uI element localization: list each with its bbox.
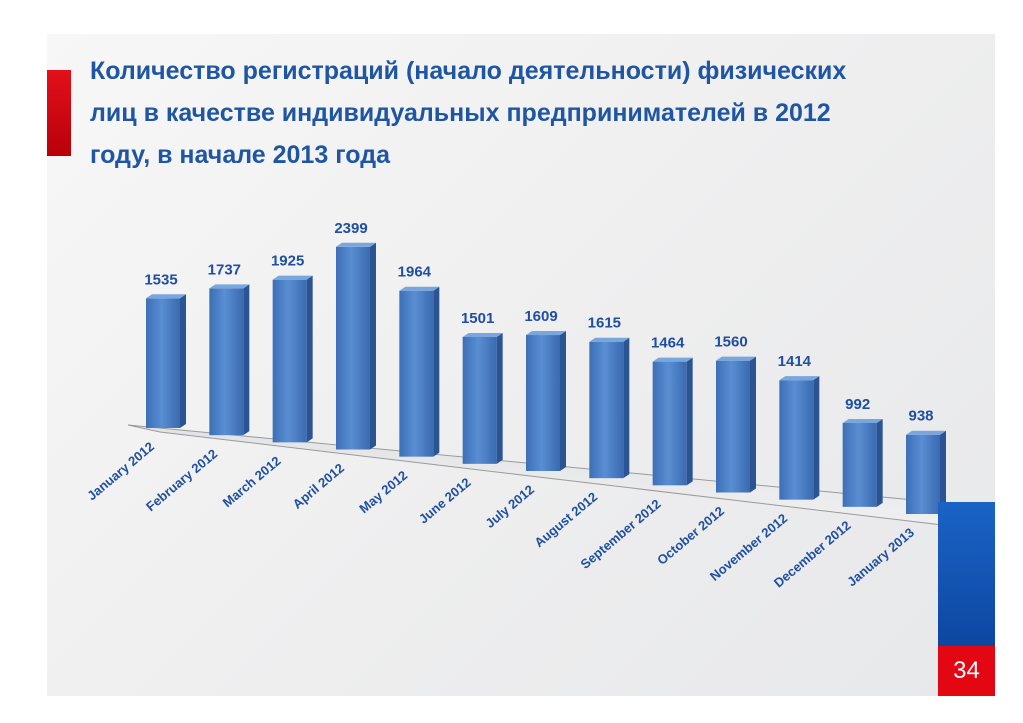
page-number: 34 [938,646,995,696]
bar-front [336,246,370,450]
bar-side [560,331,566,471]
red-accent-bar [47,70,71,156]
bar-front [209,288,244,436]
bar-front [906,434,940,514]
bar-1 [146,294,186,428]
bar-top [272,275,313,280]
bar-side [433,286,440,457]
bar-4 [336,242,376,450]
bar-top [652,357,693,362]
bar-front [779,380,814,500]
value-label-12: 992 [845,396,870,413]
bar-side [370,242,376,450]
value-label-2: 1737 [208,261,241,278]
bar-front [399,290,434,457]
value-label-3: 1925 [271,253,304,270]
bar-side [813,376,820,500]
bar-side [686,357,693,486]
category-label-7: July 2012 [482,482,536,531]
bar-8 [589,337,630,479]
bar-11 [779,376,820,500]
category-label-12: December 2012 [771,518,854,591]
value-label-13: 938 [908,408,933,425]
value-label-1: 1535 [144,271,177,288]
bar-side [750,356,756,493]
bar-front [462,336,497,464]
category-label-5: May 2012 [356,467,410,516]
bar-side [623,337,630,479]
bar-3 [272,275,313,443]
bar-2 [209,284,250,436]
value-label-11: 1414 [778,353,812,370]
bar-top [779,376,820,381]
category-label-8: August 2012 [531,489,600,550]
bar-side [180,294,186,428]
bar-front [589,341,624,479]
value-label-7: 1609 [524,308,557,325]
category-label-2: February 2012 [143,446,220,514]
bar-top [146,294,186,299]
bar-7 [526,331,566,471]
bar-front [272,279,307,443]
bar-5 [399,286,440,457]
bar-side [876,419,883,507]
slide-background [47,34,995,696]
bar-9 [652,357,693,486]
bar-top [589,337,630,342]
bar-top [399,286,440,291]
bar-side [243,284,250,436]
bar-top [906,430,946,435]
bar-front [716,360,750,493]
value-label-10: 1560 [714,334,747,351]
category-label-3: March 2012 [220,453,284,510]
bar-side [306,275,313,443]
bar-front [526,335,560,471]
bar-top [336,242,376,247]
value-label-5: 1964 [398,264,432,281]
value-label-8: 1615 [588,315,621,332]
category-label-1: January 2012 [84,439,157,503]
value-label-9: 1464 [651,335,685,352]
bar-top [209,284,250,289]
bar-top [462,332,503,337]
category-label-6: June 2012 [416,475,474,527]
category-label-10: October 2012 [654,503,727,567]
bar-side [940,430,946,514]
category-label-13: January 2013 [844,525,917,589]
value-label-6: 1501 [461,310,494,327]
bar-10 [716,356,756,493]
bar-front [652,361,687,486]
bar-13 [906,430,946,514]
bar-6 [462,332,503,464]
bar-top [526,331,566,336]
value-label-4: 2399 [334,220,367,237]
category-label-4: April 2012 [290,460,347,511]
chart-title: Количество регистраций (начало деятельно… [90,57,847,169]
bar-front [146,298,180,428]
bar-front [842,423,877,507]
bar-top [842,419,883,424]
bar-12 [842,419,883,507]
bar-side [496,332,503,464]
bar-top [716,356,756,361]
blue-accent-bar [938,502,995,646]
